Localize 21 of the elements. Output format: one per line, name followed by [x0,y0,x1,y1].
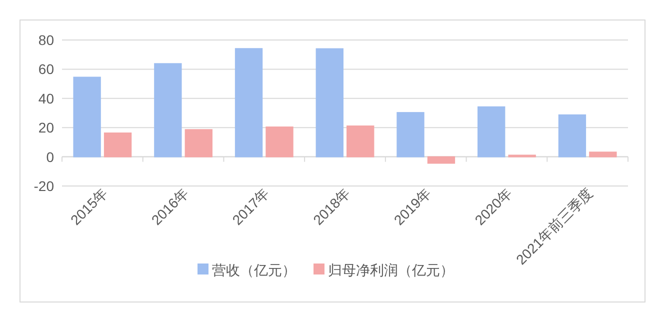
bar [154,63,182,158]
bar [104,132,132,158]
y-tick-label: 80 [38,32,54,48]
y-tick-label: 20 [38,120,54,136]
legend-label: 营收（亿元） [212,262,296,278]
y-tick-label: -20 [34,178,54,194]
bar [346,125,374,158]
legend-label: 归母净利润（亿元） [328,262,454,278]
y-tick-label: 0 [46,148,54,165]
bar [184,129,212,158]
bar [266,126,294,158]
bar [234,48,263,158]
bar [316,48,344,158]
bar [558,114,586,158]
bar [589,152,617,158]
bar [427,156,456,164]
y-tick-label: 40 [38,90,54,106]
bar [396,112,424,158]
bar [478,106,506,158]
bar [73,76,101,158]
y-tick-label: 60 [38,61,54,78]
